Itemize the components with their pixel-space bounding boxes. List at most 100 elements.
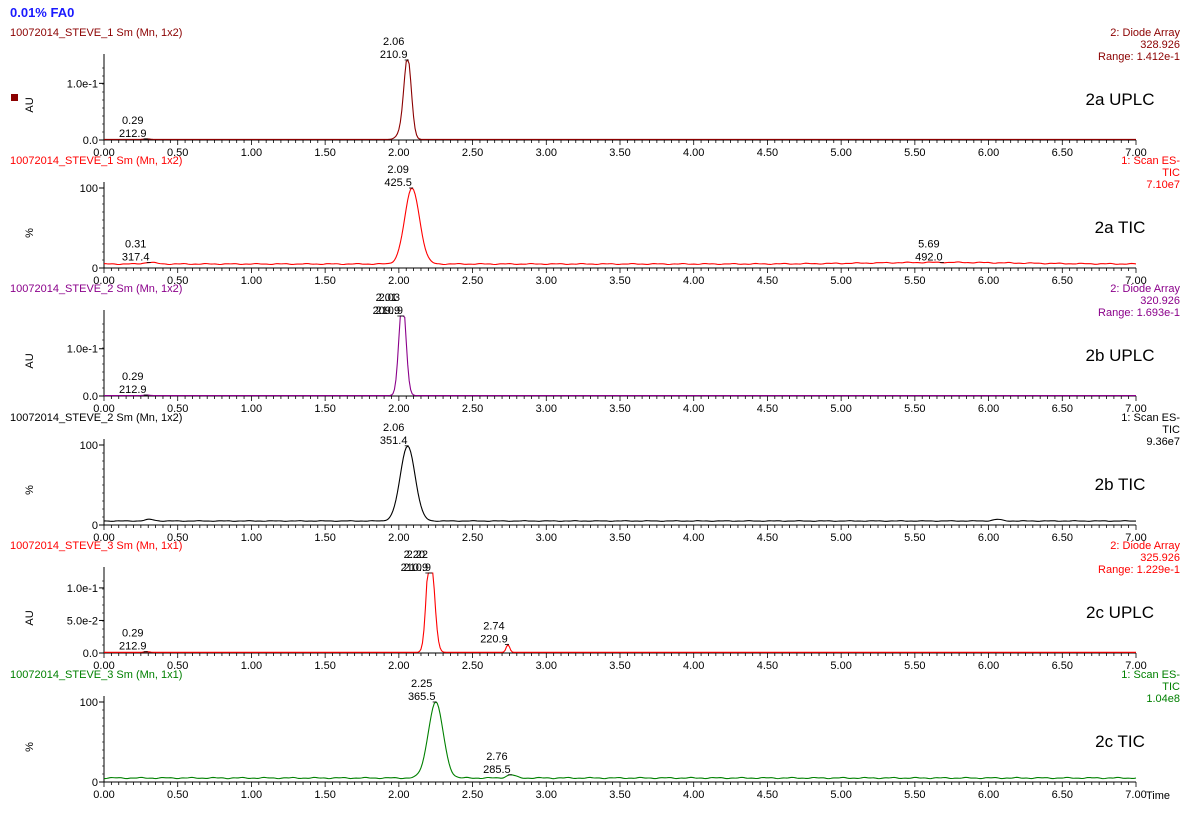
x-tick-label: 0.00 — [93, 660, 114, 672]
x-tick-label: 4.00 — [683, 532, 704, 544]
x-tick-label: 5.00 — [830, 789, 851, 801]
x-tick-label: 6.00 — [978, 532, 999, 544]
peak-time-label: 2.06 — [383, 422, 404, 434]
x-tick-label: 1.00 — [241, 275, 262, 287]
peak-time-label: 2.25 — [411, 678, 432, 690]
peak-value-label: 210.9 — [401, 562, 429, 574]
detector-info: 1.04e8 — [1146, 693, 1180, 705]
peak-value-label: 212.9 — [119, 384, 147, 396]
peak-time-label: 0.29 — [122, 115, 143, 127]
x-tick-label: 4.50 — [757, 275, 778, 287]
x-tick-label: 4.00 — [683, 403, 704, 415]
series-marker-square — [11, 94, 18, 101]
x-tick-label: 0.50 — [167, 403, 188, 415]
trace-line — [104, 59, 1136, 140]
detector-info: Range: 1.229e-1 — [1098, 564, 1180, 576]
peak-value-label: 212.9 — [119, 641, 147, 653]
x-tick-label: 1.50 — [314, 660, 335, 672]
x-tick-label: 5.00 — [830, 147, 851, 159]
peak-value-label: 209.9 — [373, 305, 401, 317]
panels: 10072014_STEVE_1 Sm (Mn, 1x2) 2: Diode Ar… — [10, 27, 1180, 802]
peak-value-label: 351.4 — [380, 435, 408, 447]
y-axis-label: % — [24, 228, 36, 238]
x-tick-label: 2.50 — [462, 275, 483, 287]
sample-name: 10072014_STEVE_1 Sm (Mn, 1x2) — [10, 155, 182, 167]
peak-value-label: 210.9 — [380, 49, 408, 61]
y-tick-label: 100 — [80, 697, 98, 709]
trace-label: 2b TIC — [1095, 475, 1146, 494]
x-tick-label: 1.00 — [241, 403, 262, 415]
x-tick-label: 0.00 — [93, 275, 114, 287]
trace-label: 2b UPLC — [1086, 346, 1155, 365]
x-tick-label: 6.00 — [978, 789, 999, 801]
x-tick-label: 5.50 — [904, 275, 925, 287]
peak-time-label: 5.69 — [918, 238, 939, 250]
x-tick-label: 4.00 — [683, 789, 704, 801]
sample-name: 10072014_STEVE_3 Sm (Mn, 1x1) — [10, 540, 182, 552]
x-tick-label: 3.00 — [536, 403, 557, 415]
x-tick-label: 0.00 — [93, 789, 114, 801]
y-axis-label: AU — [24, 353, 36, 368]
x-tick-label: 0.00 — [93, 147, 114, 159]
panel-4: 10072014_STEVE_2 Sm (Mn, 1x2) 1: Scan ES-… — [10, 412, 1180, 544]
peak-time-label: 2.74 — [483, 621, 504, 633]
x-tick-label: 0.00 — [93, 403, 114, 415]
x-tick-label: 1.50 — [314, 275, 335, 287]
y-tick-label: 5.0e-2 — [67, 615, 98, 627]
y-tick-label: 1.0e-1 — [67, 78, 98, 90]
peak-value-label: 365.5 — [408, 691, 436, 703]
x-tick-label: 3.50 — [609, 147, 630, 159]
peak-time-label: 0.29 — [122, 628, 143, 640]
trace-label: 2c TIC — [1095, 732, 1145, 751]
y-axis-label: % — [24, 742, 36, 752]
trace-line — [103, 187, 1137, 266]
peak-value-label: 425.5 — [384, 177, 412, 189]
x-tick-label: 0.50 — [167, 532, 188, 544]
detector-info: 2: Diode Array — [1110, 283, 1180, 295]
panel-1: 10072014_STEVE_1 Sm (Mn, 1x2) 2: Diode Ar… — [10, 27, 1180, 159]
x-tick-label: 2.00 — [388, 275, 409, 287]
detector-info: 7.10e7 — [1146, 179, 1180, 191]
x-tick-label: 4.50 — [757, 789, 778, 801]
sample-name: 10072014_STEVE_3 Sm (Mn, 1x1) — [10, 669, 182, 681]
x-tick-label: 6.50 — [1052, 532, 1073, 544]
peak-time-label: 2.20 — [404, 549, 425, 561]
x-tick-label: 6.00 — [978, 403, 999, 415]
x-tick-label: 5.50 — [904, 147, 925, 159]
detector-info: TIC — [1162, 167, 1180, 179]
x-tick-label: 3.50 — [609, 532, 630, 544]
x-tick-label: 7.00 — [1125, 532, 1146, 544]
detector-info: 2: Diode Array — [1110, 540, 1180, 552]
y-tick-label: 0 — [92, 520, 98, 532]
figure-title: 0.01% FA0 — [10, 5, 74, 20]
x-tick-label: 6.50 — [1052, 403, 1073, 415]
x-tick-label: 4.50 — [757, 660, 778, 672]
trace-line — [104, 315, 1136, 397]
peak-time-label: 0.29 — [122, 371, 143, 383]
x-tick-label: 3.00 — [536, 275, 557, 287]
trace-label: 2a TIC — [1095, 218, 1146, 237]
x-tick-label: 0.50 — [167, 789, 188, 801]
x-tick-label: 6.50 — [1052, 789, 1073, 801]
x-tick-label: 2.50 — [462, 789, 483, 801]
x-tick-label: 4.00 — [683, 147, 704, 159]
trace-label: 2a UPLC — [1086, 90, 1155, 109]
x-tick-label: 7.00 — [1125, 660, 1146, 672]
x-tick-label: 1.50 — [314, 403, 335, 415]
x-tick-label: 6.50 — [1052, 147, 1073, 159]
y-tick-label: 100 — [80, 440, 98, 452]
x-tick-label: 2.00 — [388, 660, 409, 672]
x-tick-label: 5.00 — [830, 275, 851, 287]
panel-6: 10072014_STEVE_3 Sm (Mn, 1x1) 1: Scan ES-… — [10, 669, 1180, 801]
peak-value-label: 212.9 — [119, 128, 147, 140]
x-tick-label: 1.00 — [241, 660, 262, 672]
x-tick-label: 2.50 — [462, 147, 483, 159]
y-tick-label: 1.0e-1 — [67, 344, 98, 356]
x-tick-label: 3.00 — [536, 147, 557, 159]
x-tick-label: 5.50 — [904, 403, 925, 415]
x-tick-label: 2.50 — [462, 660, 483, 672]
peak-time-label: 0.31 — [125, 238, 146, 250]
x-tick-label: 2.50 — [462, 403, 483, 415]
y-axis-label: AU — [24, 610, 36, 625]
x-tick-label: 7.00 — [1125, 789, 1146, 801]
